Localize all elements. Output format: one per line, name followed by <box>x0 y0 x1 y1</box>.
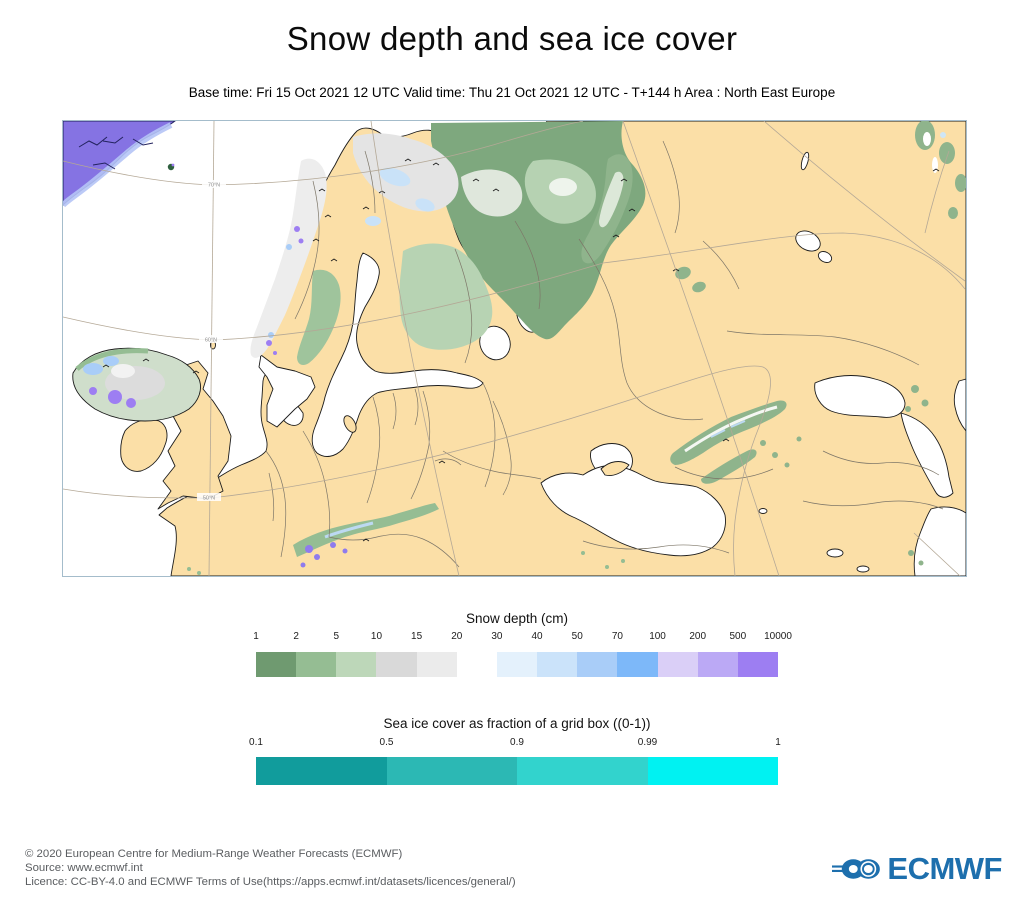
swatch <box>577 652 618 677</box>
ecmwf-logo-text: ECMWF <box>887 851 1002 886</box>
swatch-gap <box>456 652 497 677</box>
swatch <box>386 757 517 785</box>
caspian-south <box>913 506 966 576</box>
borders-rivers <box>265 140 944 568</box>
ural-lake <box>795 230 821 252</box>
sweden-snow <box>297 269 341 365</box>
map-subtitle: Base time: Fri 15 Oct 2021 12 UTC Valid … <box>188 85 836 100</box>
swatch <box>376 652 417 677</box>
salt-lake-2 <box>856 565 870 573</box>
swatch <box>737 652 779 677</box>
salt-lake-3 <box>758 508 768 514</box>
caucasus-snow <box>670 385 929 566</box>
map-islands-inner <box>343 415 630 476</box>
snow-legend-ticks: 1 2 5 10 15 20 30 40 50 70 100 200 500 1… <box>253 631 792 643</box>
lake-ladoga <box>479 325 511 361</box>
tick: 50 <box>571 631 583 642</box>
ecmwf-logo-icon <box>832 859 880 879</box>
tick: 10 <box>370 631 383 642</box>
skagerrak <box>258 354 316 428</box>
swatch <box>647 757 778 785</box>
tick: 0.9 <box>510 737 524 748</box>
snow-cover <box>187 121 966 575</box>
tick: 100 <box>649 631 666 642</box>
tick: 30 <box>491 631 503 642</box>
caspian-east-strip <box>953 378 966 432</box>
caspian-arm <box>900 412 954 498</box>
iceland <box>72 347 201 422</box>
salt-lake <box>826 548 844 558</box>
page-title: Snow depth and sea ice cover <box>286 20 738 57</box>
kola-snow <box>461 169 523 217</box>
tick: 0.1 <box>249 737 263 748</box>
tick: 1 <box>775 737 781 748</box>
tick: 10000 <box>764 631 792 642</box>
snow-legend-title: Snow depth (cm) <box>465 611 569 626</box>
swatch <box>296 652 337 677</box>
swatch <box>416 652 457 677</box>
swatch <box>617 652 658 677</box>
swatch <box>537 652 578 677</box>
karelia-snow <box>399 243 493 350</box>
licence-line: Licence: CC-BY-4.0 and ECMWF Terms of Us… <box>25 876 516 888</box>
tick: 20 <box>451 631 463 642</box>
weather-map: 70°N 60°N 50°N <box>62 120 967 577</box>
tick: 500 <box>729 631 747 642</box>
lat-label-60n: 60°N <box>205 338 217 344</box>
small-lake <box>800 151 810 171</box>
graticule-labels: 70°N 60°N 50°N <box>197 180 226 502</box>
copyright-line: © 2020 European Centre for Medium-Range … <box>25 848 403 860</box>
sea-ice-legend-title: Sea ice cover as fraction of a grid box … <box>383 716 651 731</box>
scandes-snow <box>250 158 327 358</box>
ecmwf-logo: ECMWF <box>832 849 1002 889</box>
tick: 70 <box>611 631 623 642</box>
swatch <box>336 652 377 677</box>
footer: © 2020 European Centre for Medium-Range … <box>25 847 516 889</box>
map-canvas: 70°N 60°N 50°N <box>63 121 966 576</box>
tick: 0.5 <box>379 737 394 748</box>
swatch <box>256 652 297 677</box>
tick: 0.99 <box>637 737 658 748</box>
tick: 5 <box>333 631 340 642</box>
tick: 1 <box>253 631 259 642</box>
greenland <box>63 121 176 208</box>
baltic-sea <box>311 252 484 457</box>
swatch <box>256 757 387 785</box>
ural-lake-2 <box>817 251 833 263</box>
sea-ice-legend-ticks: 0.1 0.5 0.9 0.99 1 <box>249 737 781 749</box>
source-line: Source: www.ecmwf.int <box>25 862 143 874</box>
swatch <box>697 652 738 677</box>
sea-ice-color-bar <box>256 757 778 785</box>
lat-label-50n: 50°N <box>203 496 215 502</box>
caspian-north <box>814 375 906 418</box>
swatch <box>657 652 698 677</box>
swatch <box>496 652 538 677</box>
mountain-marks <box>102 158 940 542</box>
tick: 40 <box>531 631 543 642</box>
finnmark-snow <box>353 133 459 212</box>
lat-label-70n: 70°N <box>208 183 220 189</box>
crimea <box>600 461 630 476</box>
gotland <box>343 415 357 433</box>
snow-color-bar <box>256 652 779 677</box>
tick: 15 <box>411 631 423 642</box>
swatch <box>517 757 648 785</box>
tick: 2 <box>293 631 299 642</box>
tick: 200 <box>689 631 707 642</box>
